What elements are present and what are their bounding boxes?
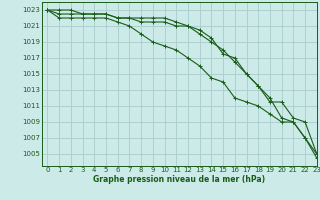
X-axis label: Graphe pression niveau de la mer (hPa): Graphe pression niveau de la mer (hPa) — [93, 175, 265, 184]
